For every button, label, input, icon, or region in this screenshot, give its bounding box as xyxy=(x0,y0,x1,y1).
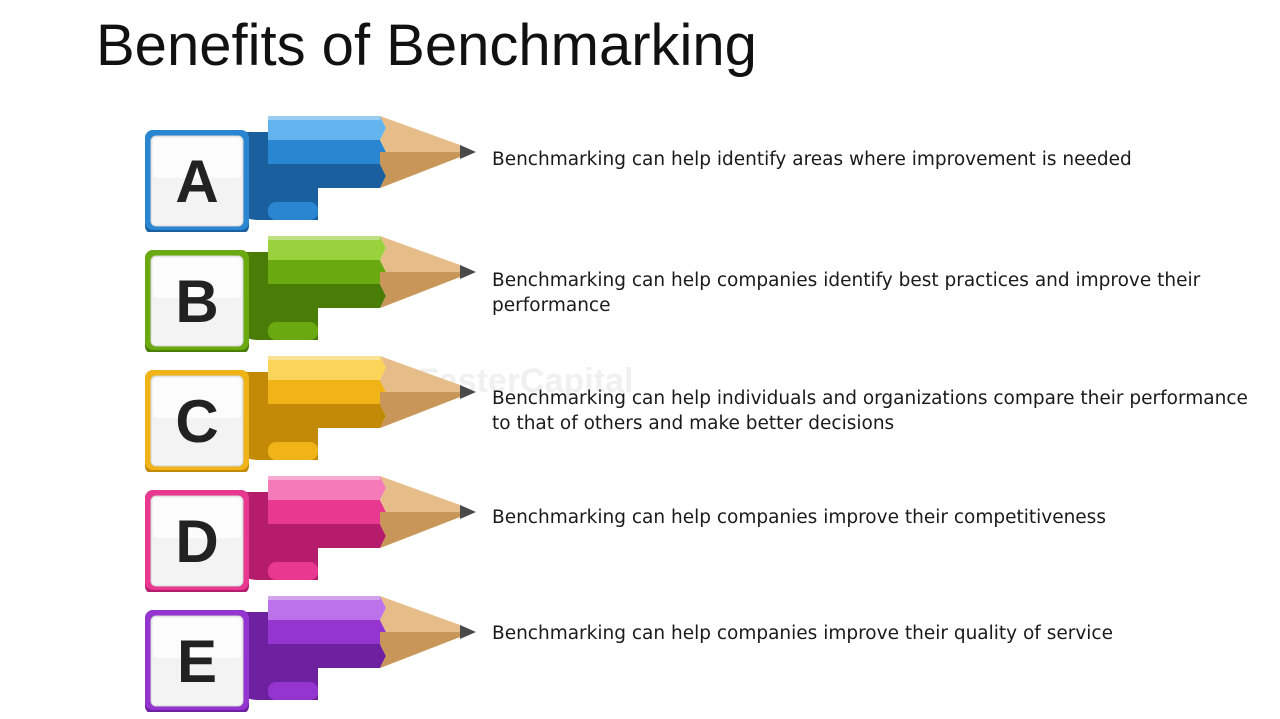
pencil-body xyxy=(268,236,386,308)
item-text: Benchmarking can help companies improve … xyxy=(492,623,1113,644)
letter-label: E xyxy=(177,628,217,695)
pencil-tip xyxy=(380,356,476,428)
letter-box xyxy=(145,250,249,352)
item-text: Benchmarking can help companies improve … xyxy=(492,507,1106,528)
letter-label: A xyxy=(175,148,218,215)
letter-box xyxy=(145,490,249,592)
pencil-body xyxy=(268,476,386,548)
list-item: B Benchmarking can help companies identi… xyxy=(0,234,1280,352)
pencil-graphic: B xyxy=(140,234,485,352)
item-text: Benchmarking can help individuals and or… xyxy=(492,388,1248,434)
pencil-tip xyxy=(380,236,476,308)
list-item: C Benchmarking can help individuals and … xyxy=(0,354,1280,472)
pencil-body xyxy=(268,116,386,188)
pencil-body xyxy=(268,356,386,428)
pencil-tip xyxy=(380,476,476,548)
letter-label: D xyxy=(175,508,218,575)
letter-box xyxy=(145,130,249,232)
pencil-graphic: E xyxy=(140,594,485,712)
pencil-graphic: C xyxy=(140,354,485,472)
pencil-tip xyxy=(380,116,476,188)
pencil-tip xyxy=(380,596,476,668)
letter-label: B xyxy=(175,268,218,335)
item-text: Benchmarking can help identify areas whe… xyxy=(492,149,1132,170)
pencil-graphic: A xyxy=(140,114,485,232)
list-item: A Benchmarking can help identify areas w… xyxy=(0,114,1280,232)
list-item: E Benchmarking can help companies improv… xyxy=(0,594,1280,712)
letter-box xyxy=(145,610,249,712)
item-text: Benchmarking can help companies identify… xyxy=(492,270,1201,316)
page-title: Benefits of Benchmarking xyxy=(96,13,757,78)
letter-box xyxy=(145,370,249,472)
letter-label: C xyxy=(175,388,218,455)
list-item: D Benchmarking can help companies improv… xyxy=(0,474,1280,592)
pencil-graphic: D xyxy=(140,474,485,592)
pencil-body xyxy=(268,596,386,668)
